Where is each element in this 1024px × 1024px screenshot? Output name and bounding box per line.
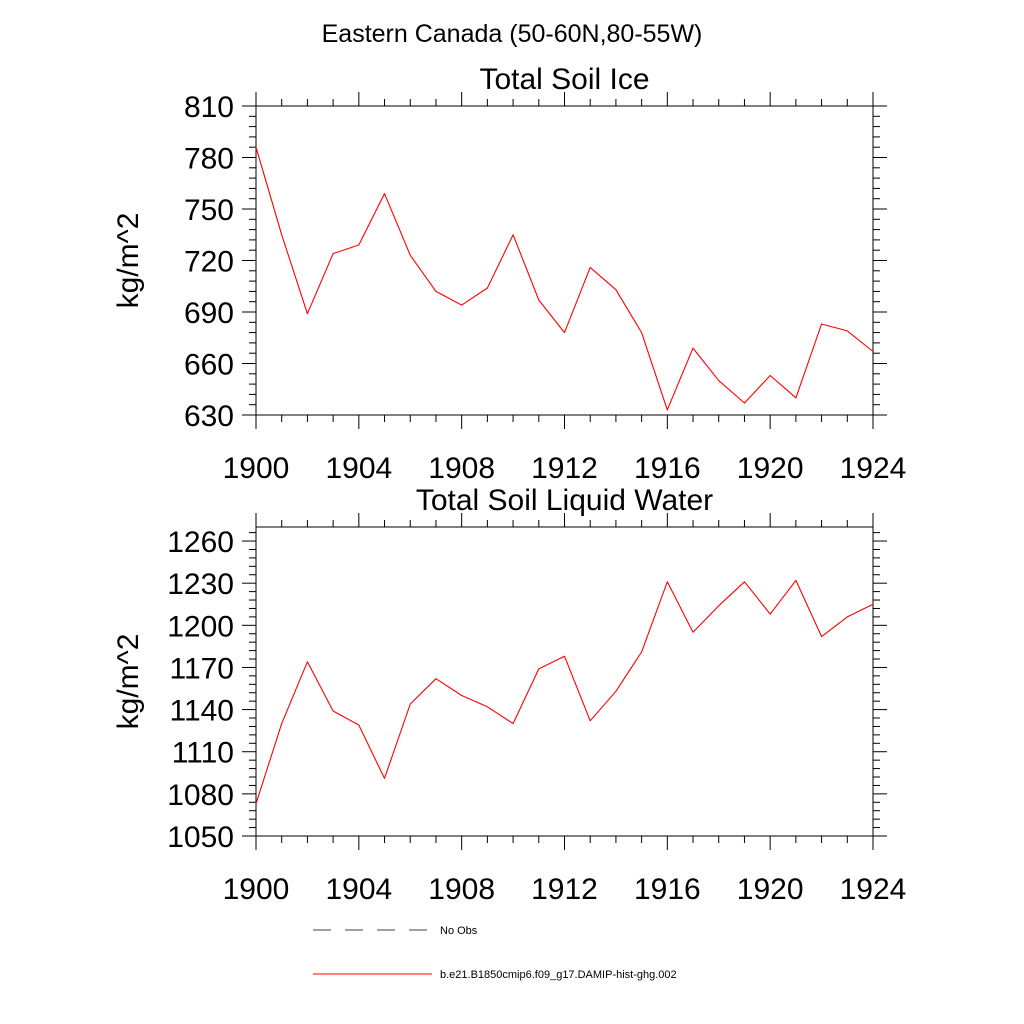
y-tick-label: 1110: [172, 737, 234, 770]
x-tick-label: 1900: [223, 452, 290, 485]
x-tick-label: 1920: [737, 452, 804, 485]
x-tick-label: 1912: [531, 873, 598, 906]
x-tick-label: 1916: [634, 873, 701, 906]
page-title: Eastern Canada (50-60N,80-55W): [322, 20, 703, 48]
y-tick-label: 1170: [169, 652, 234, 685]
x-tick-label: 1912: [531, 452, 598, 485]
x-tick-label: 1900: [223, 873, 290, 906]
x-tick-label: 1924: [840, 873, 907, 906]
y-tick-label: 1050: [167, 821, 234, 854]
x-tick-label: 1904: [325, 452, 392, 485]
y-tick-label: 810: [184, 91, 234, 124]
y-axis-label: kg/m^2: [112, 634, 145, 730]
series-line: [255, 579, 874, 804]
series-line: [255, 147, 874, 411]
y-tick-label: 690: [184, 297, 234, 330]
legend-label-no-obs: No Obs: [440, 925, 478, 937]
legend-item-no-obs: No Obs: [313, 925, 478, 937]
x-tick-label: 1916: [634, 452, 701, 485]
x-tick-label: 1908: [428, 873, 495, 906]
chart-title: Total Soil Liquid Water: [416, 484, 713, 517]
x-tick-label: 1908: [428, 452, 495, 485]
plot-frame: [255, 105, 874, 416]
x-tick-label: 1904: [325, 873, 392, 906]
legend: No Obs b.e21.B1850cmip6.f09_g17.DAMIP-hi…: [313, 925, 677, 981]
y-tick-label: 780: [184, 143, 234, 176]
y-tick-label: 660: [184, 349, 234, 382]
y-tick-label: 630: [184, 400, 234, 433]
y-tick-label: 1230: [167, 568, 234, 601]
y-tick-label: 1080: [167, 779, 234, 812]
chart-title: Total Soil Ice: [479, 63, 649, 96]
panel-total-soil-ice: Total Soil Ice kg/m^2 1900 1904 1908 1912 1916…: [112, 63, 906, 485]
panel-total-soil-liquid-water: Total Soil Liquid Water kg/m^2 1900 1904 190…: [112, 484, 906, 906]
x-tick-label: 1920: [737, 873, 804, 906]
y-tick-label: 1140: [169, 695, 234, 728]
legend-item-model-run: b.e21.B1850cmip6.f09_g17.DAMIP-hist-ghg.…: [313, 969, 677, 981]
x-tick-label: 1924: [840, 452, 907, 485]
y-tick-label: 750: [184, 194, 234, 227]
y-tick-label: 1200: [167, 610, 234, 643]
plot-frame: [255, 526, 874, 837]
legend-label-model-run: b.e21.B1850cmip6.f09_g17.DAMIP-hist-ghg.…: [440, 969, 677, 981]
y-tick-label: 1260: [167, 526, 234, 559]
y-axis-label: kg/m^2: [112, 213, 145, 309]
y-tick-label: 720: [184, 246, 234, 279]
